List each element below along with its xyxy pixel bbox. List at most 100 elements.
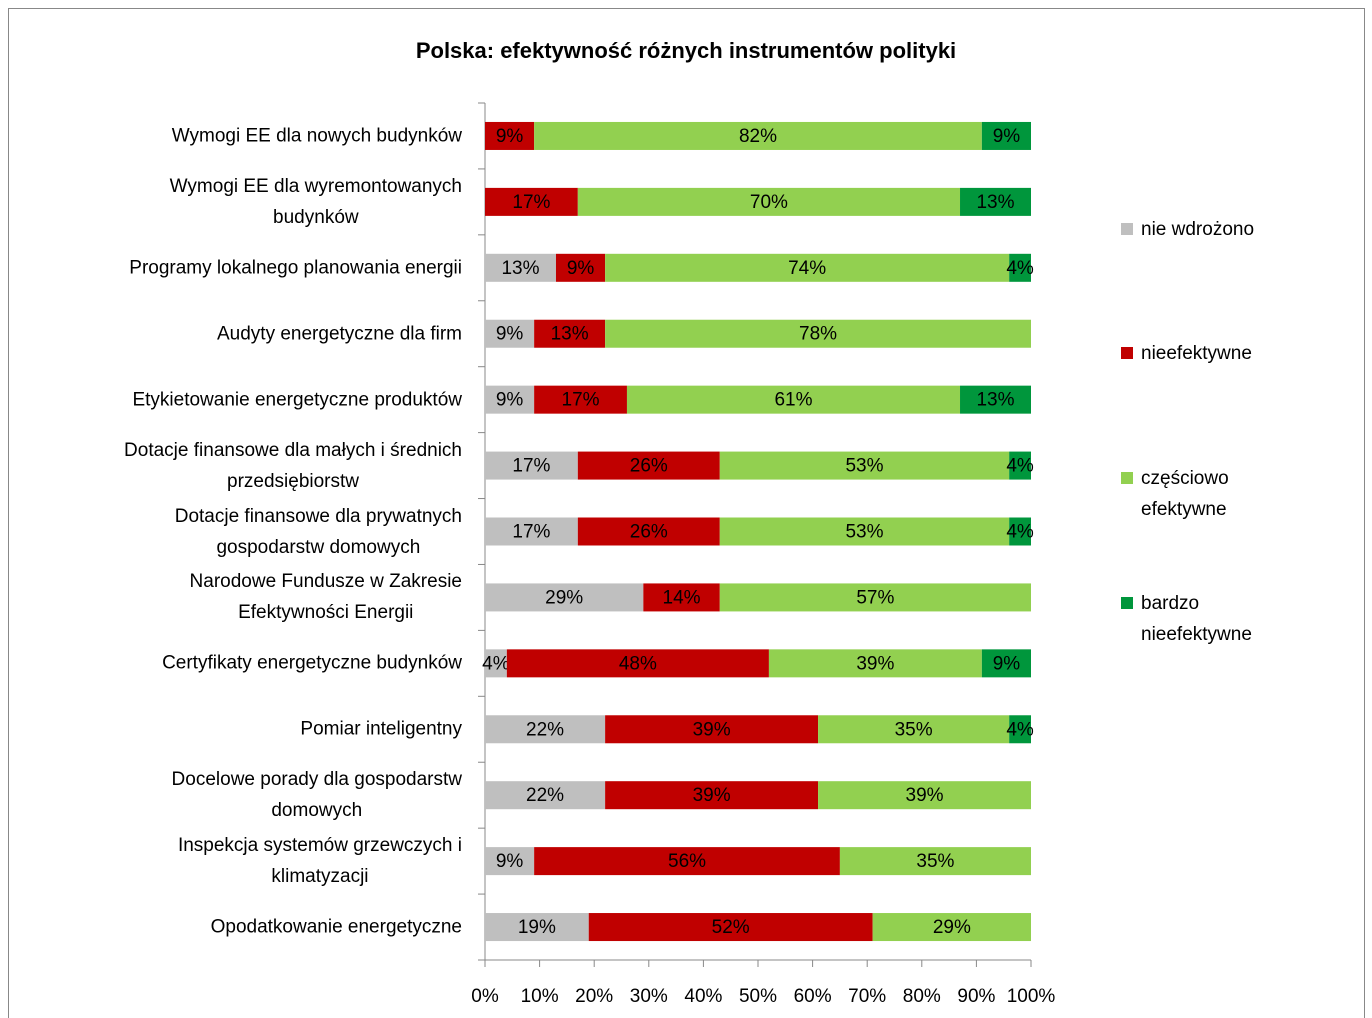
data-label: 4% [1006,258,1034,279]
data-label: 22% [526,785,564,806]
bar-segment [626,385,961,414]
legend-swatch [1121,472,1133,484]
x-tick-label: 10% [521,986,559,1007]
bar-segment [605,253,1010,282]
x-tick-label: 100% [1007,986,1056,1007]
x-tick-label: 0% [471,986,499,1007]
data-label: 61% [774,390,812,411]
data-label: 52% [712,917,750,938]
x-tick-label: 60% [794,986,832,1007]
bar-segment [643,583,720,612]
data-label: 4% [1006,522,1034,543]
bar-segment [534,847,840,876]
bar-segment [1009,253,1031,282]
data-label: 22% [526,719,564,740]
bar-segment [485,649,507,678]
data-label: 29% [933,917,971,938]
category-label: Opodatkowanie energetyczne [210,916,462,938]
data-label: 39% [856,653,894,674]
data-label: 13% [976,192,1014,213]
bar-segment [981,649,1031,678]
data-label: 13% [976,390,1014,411]
bar-segment [485,847,535,876]
bar-segment [839,847,1031,876]
data-label: 53% [845,522,883,543]
category-label: Wymogi EE dla wyremontowanych budynków [169,175,462,228]
bar-segment [577,187,961,216]
bar-segment [1009,715,1031,744]
data-label: 4% [1006,456,1034,477]
category-label: Dotacje finansowe dla małych i średnich … [124,439,462,492]
frame [8,8,1365,1018]
data-label: 17% [512,456,550,477]
data-label: 4% [482,653,510,674]
category-label: Inspekcja systemów grzewczych i klimatyz… [177,835,462,888]
data-label: 17% [562,390,600,411]
bar-segment [485,781,606,810]
data-label: 14% [663,587,701,608]
data-label: 9% [496,324,524,345]
bar-segment [872,913,1031,942]
bar-segment [960,187,1031,216]
x-tick-label: 40% [684,986,722,1007]
legend-swatch [1121,597,1133,609]
category-label: Dotacje finansowe dla prywatnych gospoda… [174,505,462,558]
category-label: Certyfikaty energetyczne budynków [162,652,462,674]
data-label: 9% [993,653,1021,674]
category-label: Narodowe Fundusze w Zakresie Efektywnośc… [189,571,462,624]
category-label: Audyty energetyczne dla firm [216,323,462,345]
bar-segment [719,583,1031,612]
bar-segment [818,781,1031,810]
x-tick-label: 80% [903,986,941,1007]
bar-segment [981,121,1031,150]
bar-segment [485,121,535,150]
bar-segment [555,253,606,282]
data-label: 39% [693,785,731,806]
bar-segment [719,451,1010,480]
bar-segment [588,913,873,942]
bar-segment [1009,517,1031,546]
bar-segment [485,385,535,414]
data-label: 57% [856,587,894,608]
data-label: 9% [567,258,595,279]
data-label: 74% [788,258,826,279]
data-label: 17% [512,192,550,213]
legend-label: nieefektywne [1141,343,1252,364]
bar-segment [719,517,1010,546]
data-label: 19% [518,917,556,938]
bar-segment [485,253,556,282]
bar-segment [605,715,819,744]
data-label: 17% [512,522,550,543]
bar-segment [485,187,578,216]
bar-segment [485,319,535,348]
data-label: 39% [906,785,944,806]
x-tick-label: 30% [630,986,668,1007]
data-label: 56% [668,851,706,872]
data-label: 9% [993,126,1021,147]
data-label: 53% [845,456,883,477]
bar-segment [605,781,819,810]
bar-segment [768,649,982,678]
x-tick-label: 90% [957,986,995,1007]
bar-segment [577,451,720,480]
data-label: 26% [630,456,668,477]
data-label: 82% [739,126,777,147]
chart-title: Polska: efektywność różnych instrumentów… [415,38,957,63]
bar-segment [485,517,578,546]
legend-label: częściowo efektywne [1141,468,1229,520]
data-label: 13% [501,258,539,279]
data-label: 70% [750,192,788,213]
data-label: 78% [799,324,837,345]
data-label: 35% [895,719,933,740]
bar-segment [577,517,720,546]
bar-segment [485,583,644,612]
x-tick-label: 20% [575,986,613,1007]
data-label: 4% [1006,719,1034,740]
data-label: 26% [630,522,668,543]
data-label: 35% [916,851,954,872]
bar-segment [605,319,1031,348]
bar-segment [506,649,769,678]
bar-segment [818,715,1010,744]
data-label: 13% [551,324,589,345]
